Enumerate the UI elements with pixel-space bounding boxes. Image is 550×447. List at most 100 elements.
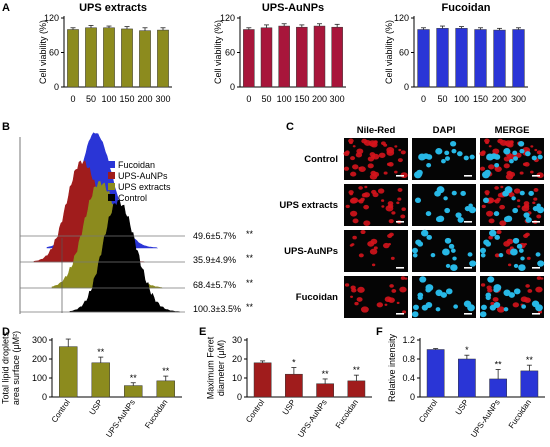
lipid-droplet — [378, 152, 386, 158]
nucleus — [467, 252, 473, 257]
lipid-droplet — [516, 199, 521, 202]
nucleus — [528, 190, 534, 196]
lipid-droplet — [345, 204, 350, 209]
nucleus — [421, 229, 429, 237]
nucleus — [484, 171, 491, 177]
bar — [458, 358, 476, 398]
lipid-droplet — [400, 214, 406, 219]
nucleus — [537, 154, 543, 160]
bar — [331, 26, 343, 88]
lipid-droplet — [522, 162, 528, 166]
x-tick-label: Control — [50, 398, 72, 424]
percentage-label: 49.6±5.7% — [193, 231, 236, 241]
x-tick-label: 150 — [294, 94, 309, 104]
lipid-droplet — [357, 199, 361, 203]
nucleus — [518, 248, 524, 253]
lipid-droplet — [376, 302, 384, 308]
nucleus — [443, 196, 448, 201]
nucleus — [445, 288, 453, 295]
lipid-droplet — [380, 141, 386, 146]
lipid-droplet — [352, 164, 359, 170]
bar — [278, 25, 290, 88]
nucleus — [450, 248, 456, 253]
lipid-droplet — [373, 246, 378, 250]
nucleus — [521, 304, 526, 309]
nucleus — [414, 197, 422, 204]
nucleus — [493, 211, 500, 217]
panel-letter-a: A — [2, 2, 10, 14]
bar — [67, 29, 79, 88]
x-tick-label: 100 — [277, 94, 292, 104]
x-tick-label: USP — [454, 398, 471, 417]
nucleus — [513, 263, 519, 268]
micrograph-merge — [479, 138, 544, 180]
bar — [455, 28, 468, 88]
column-header: MERGE — [495, 125, 530, 136]
lipid-droplet — [391, 289, 397, 293]
lipid-droplet — [525, 284, 530, 288]
lipid-droplet — [350, 171, 357, 177]
lipid-droplet — [391, 211, 396, 215]
lipid-droplet — [536, 150, 542, 155]
lipid-droplet — [350, 197, 359, 204]
nucleus — [463, 300, 472, 308]
nucleus — [412, 247, 419, 254]
significance-mark: * — [292, 358, 296, 368]
row-label: Control — [304, 154, 338, 165]
lipid-droplet — [400, 150, 406, 155]
lipid-droplet — [500, 185, 504, 189]
scale-bar — [396, 313, 404, 315]
lipid-droplet — [499, 220, 507, 226]
y-tick-label: 60 — [49, 48, 59, 58]
lipid-droplet — [369, 152, 376, 157]
bar — [156, 380, 175, 398]
bar — [103, 27, 115, 88]
nucleus — [512, 156, 519, 161]
lipid-droplet — [367, 163, 374, 169]
panel-letter-b: B — [2, 121, 10, 133]
lipid-droplet — [513, 188, 521, 194]
nucleus — [511, 196, 516, 201]
panel-letter-c: C — [286, 121, 294, 133]
significance-mark: * — [465, 345, 469, 355]
nucleus — [444, 237, 452, 244]
y-tick-label: 120 — [220, 13, 235, 23]
lipid-droplet — [386, 149, 395, 156]
y-tick-label: 60 — [225, 48, 235, 58]
bar — [121, 28, 133, 88]
row-label: UPS-AuNPs — [284, 246, 338, 257]
lipid-droplet — [361, 138, 368, 144]
x-tick-label: UPS-AuNPs — [296, 398, 329, 439]
lipid-droplet — [530, 145, 534, 148]
nucleus — [457, 217, 464, 223]
nucleus — [416, 171, 423, 177]
nucleus — [422, 153, 430, 159]
row-label: Fucoidan — [296, 292, 338, 303]
nucleus — [531, 300, 540, 308]
lipid-droplet — [401, 207, 406, 211]
lipid-droplet — [367, 156, 375, 162]
nucleus — [520, 256, 525, 261]
nucleus — [489, 229, 497, 237]
lipid-droplet — [496, 197, 501, 202]
legend-swatch — [108, 172, 115, 179]
nucleus — [435, 289, 443, 297]
bar — [417, 29, 430, 88]
x-tick-label: 200 — [492, 94, 507, 104]
scale-bar — [396, 175, 404, 177]
nucleus — [444, 150, 450, 156]
nucleus — [444, 207, 451, 214]
nucleus — [536, 203, 541, 208]
chart-title: Fucoidan — [442, 2, 491, 14]
lipid-droplet — [488, 235, 493, 240]
lipid-droplet — [536, 172, 544, 179]
nucleus — [412, 253, 418, 258]
lipid-droplet — [481, 204, 486, 209]
x-tick-label: 50 — [86, 94, 96, 104]
legend-swatch — [108, 161, 115, 168]
lipid-droplet — [349, 141, 353, 145]
lipid-droplet — [357, 286, 365, 293]
panel-letter-e: E — [199, 326, 206, 338]
chart-d: 0 100 200 300 Total lipid dropletsarea surfa… — [0, 331, 182, 439]
nucleus — [490, 153, 498, 159]
